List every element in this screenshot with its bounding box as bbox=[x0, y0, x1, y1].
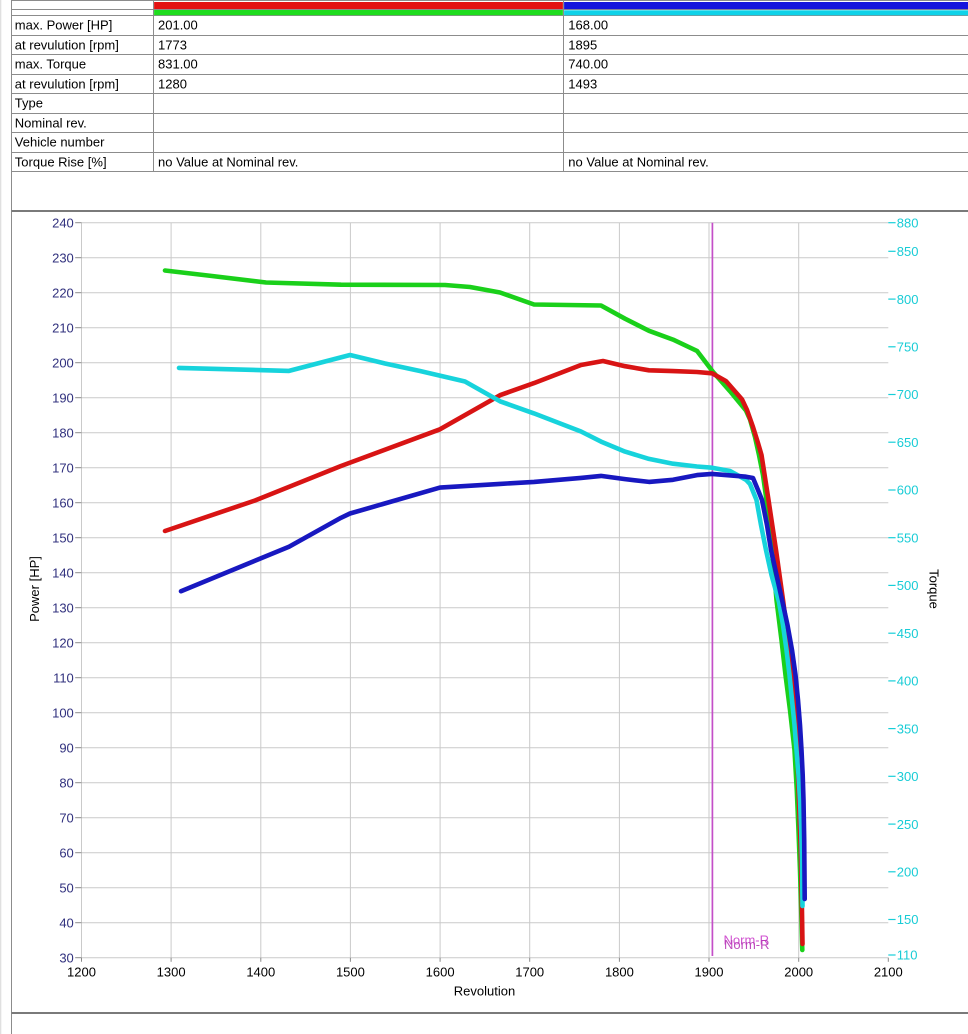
svg-text:1493: 1493 bbox=[568, 77, 597, 92]
svg-text:max. Power [HP]: max. Power [HP] bbox=[15, 18, 113, 33]
svg-text:110: 110 bbox=[897, 948, 918, 963]
svg-text:120: 120 bbox=[52, 635, 74, 650]
svg-text:130: 130 bbox=[52, 600, 74, 615]
svg-text:Torque Rise [%]: Torque Rise [%] bbox=[15, 155, 107, 170]
svg-text:80: 80 bbox=[59, 775, 73, 790]
svg-text:170: 170 bbox=[52, 460, 74, 475]
svg-text:1300: 1300 bbox=[157, 965, 186, 980]
svg-text:2000: 2000 bbox=[784, 965, 813, 980]
svg-text:1500: 1500 bbox=[336, 965, 365, 980]
svg-text:at revulution [rpm]: at revulution [rpm] bbox=[15, 38, 119, 53]
svg-text:850: 850 bbox=[897, 244, 919, 259]
svg-text:30: 30 bbox=[59, 950, 73, 965]
svg-text:at revulution [rpm]: at revulution [rpm] bbox=[15, 77, 119, 92]
svg-text:210: 210 bbox=[52, 320, 74, 335]
svg-text:Revolution: Revolution bbox=[454, 984, 515, 999]
svg-text:Power [HP]: Power [HP] bbox=[27, 556, 42, 622]
svg-text:150: 150 bbox=[52, 530, 74, 545]
svg-text:500: 500 bbox=[897, 578, 919, 593]
svg-text:250: 250 bbox=[897, 817, 919, 832]
svg-text:750: 750 bbox=[897, 340, 919, 355]
svg-text:168.00: 168.00 bbox=[568, 18, 608, 33]
svg-text:200: 200 bbox=[897, 865, 919, 880]
svg-text:600: 600 bbox=[897, 483, 919, 498]
svg-text:40: 40 bbox=[59, 915, 73, 930]
svg-text:Norm-R: Norm-R bbox=[724, 933, 770, 948]
svg-text:200: 200 bbox=[52, 355, 74, 370]
svg-text:400: 400 bbox=[897, 674, 919, 689]
svg-text:60: 60 bbox=[59, 845, 73, 860]
svg-text:Type: Type bbox=[15, 96, 43, 111]
svg-text:1280: 1280 bbox=[158, 77, 187, 92]
svg-text:700: 700 bbox=[897, 387, 919, 402]
svg-text:50: 50 bbox=[59, 880, 73, 895]
svg-text:150: 150 bbox=[897, 912, 919, 927]
svg-text:880: 880 bbox=[897, 215, 919, 230]
svg-text:1600: 1600 bbox=[426, 965, 455, 980]
svg-text:1200: 1200 bbox=[67, 965, 96, 980]
svg-text:90: 90 bbox=[59, 740, 73, 755]
svg-text:1800: 1800 bbox=[605, 965, 634, 980]
svg-text:180: 180 bbox=[52, 425, 74, 440]
svg-text:110: 110 bbox=[53, 670, 74, 685]
svg-text:70: 70 bbox=[59, 810, 73, 825]
svg-text:Torque: Torque bbox=[927, 569, 942, 609]
svg-text:Norm-R: Norm-R bbox=[724, 937, 770, 952]
svg-text:160: 160 bbox=[52, 495, 74, 510]
svg-text:Vehicle number: Vehicle number bbox=[15, 135, 105, 150]
svg-text:2100: 2100 bbox=[874, 965, 903, 980]
svg-text:650: 650 bbox=[897, 435, 919, 450]
svg-text:100: 100 bbox=[52, 705, 74, 720]
svg-text:1900: 1900 bbox=[695, 965, 724, 980]
svg-text:350: 350 bbox=[897, 721, 919, 736]
svg-text:no Value at Nominal rev.: no Value at Nominal rev. bbox=[568, 155, 708, 170]
svg-text:550: 550 bbox=[897, 530, 919, 545]
svg-text:Nominal rev.: Nominal rev. bbox=[15, 116, 87, 131]
svg-text:190: 190 bbox=[52, 390, 74, 405]
svg-text:800: 800 bbox=[897, 292, 919, 307]
svg-text:1773: 1773 bbox=[158, 38, 187, 53]
svg-text:450: 450 bbox=[897, 626, 919, 641]
svg-text:201.00: 201.00 bbox=[158, 18, 198, 33]
svg-text:1400: 1400 bbox=[246, 965, 275, 980]
svg-text:300: 300 bbox=[897, 769, 919, 784]
svg-text:1895: 1895 bbox=[568, 38, 597, 53]
svg-text:1700: 1700 bbox=[515, 965, 544, 980]
svg-text:140: 140 bbox=[52, 565, 74, 580]
svg-text:no Value at Nominal rev.: no Value at Nominal rev. bbox=[158, 155, 298, 170]
svg-text:831.00: 831.00 bbox=[158, 57, 198, 72]
svg-text:740.00: 740.00 bbox=[568, 57, 608, 72]
svg-text:max. Torque: max. Torque bbox=[15, 57, 86, 72]
svg-text:220: 220 bbox=[52, 285, 74, 300]
svg-text:230: 230 bbox=[52, 250, 74, 265]
svg-text:240: 240 bbox=[52, 215, 74, 230]
